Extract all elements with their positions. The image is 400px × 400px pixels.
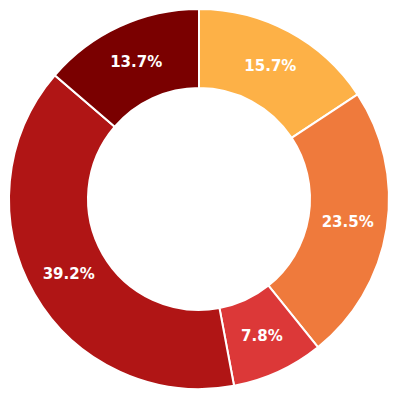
data-label: 7.8%	[241, 327, 283, 345]
data-label: 39.2%	[43, 265, 95, 283]
slice	[55, 9, 199, 127]
donut	[9, 9, 389, 389]
chart: 15.7% 23.5% 7.8% 39.2% 13.7%	[0, 0, 400, 400]
data-labels: 15.7% 23.5% 7.8% 39.2% 13.7%	[43, 53, 374, 344]
data-label: 13.7%	[110, 53, 162, 71]
data-label: 15.7%	[244, 57, 296, 75]
slice	[9, 75, 234, 389]
data-label: 23.5%	[322, 213, 374, 231]
slice	[219, 286, 317, 386]
